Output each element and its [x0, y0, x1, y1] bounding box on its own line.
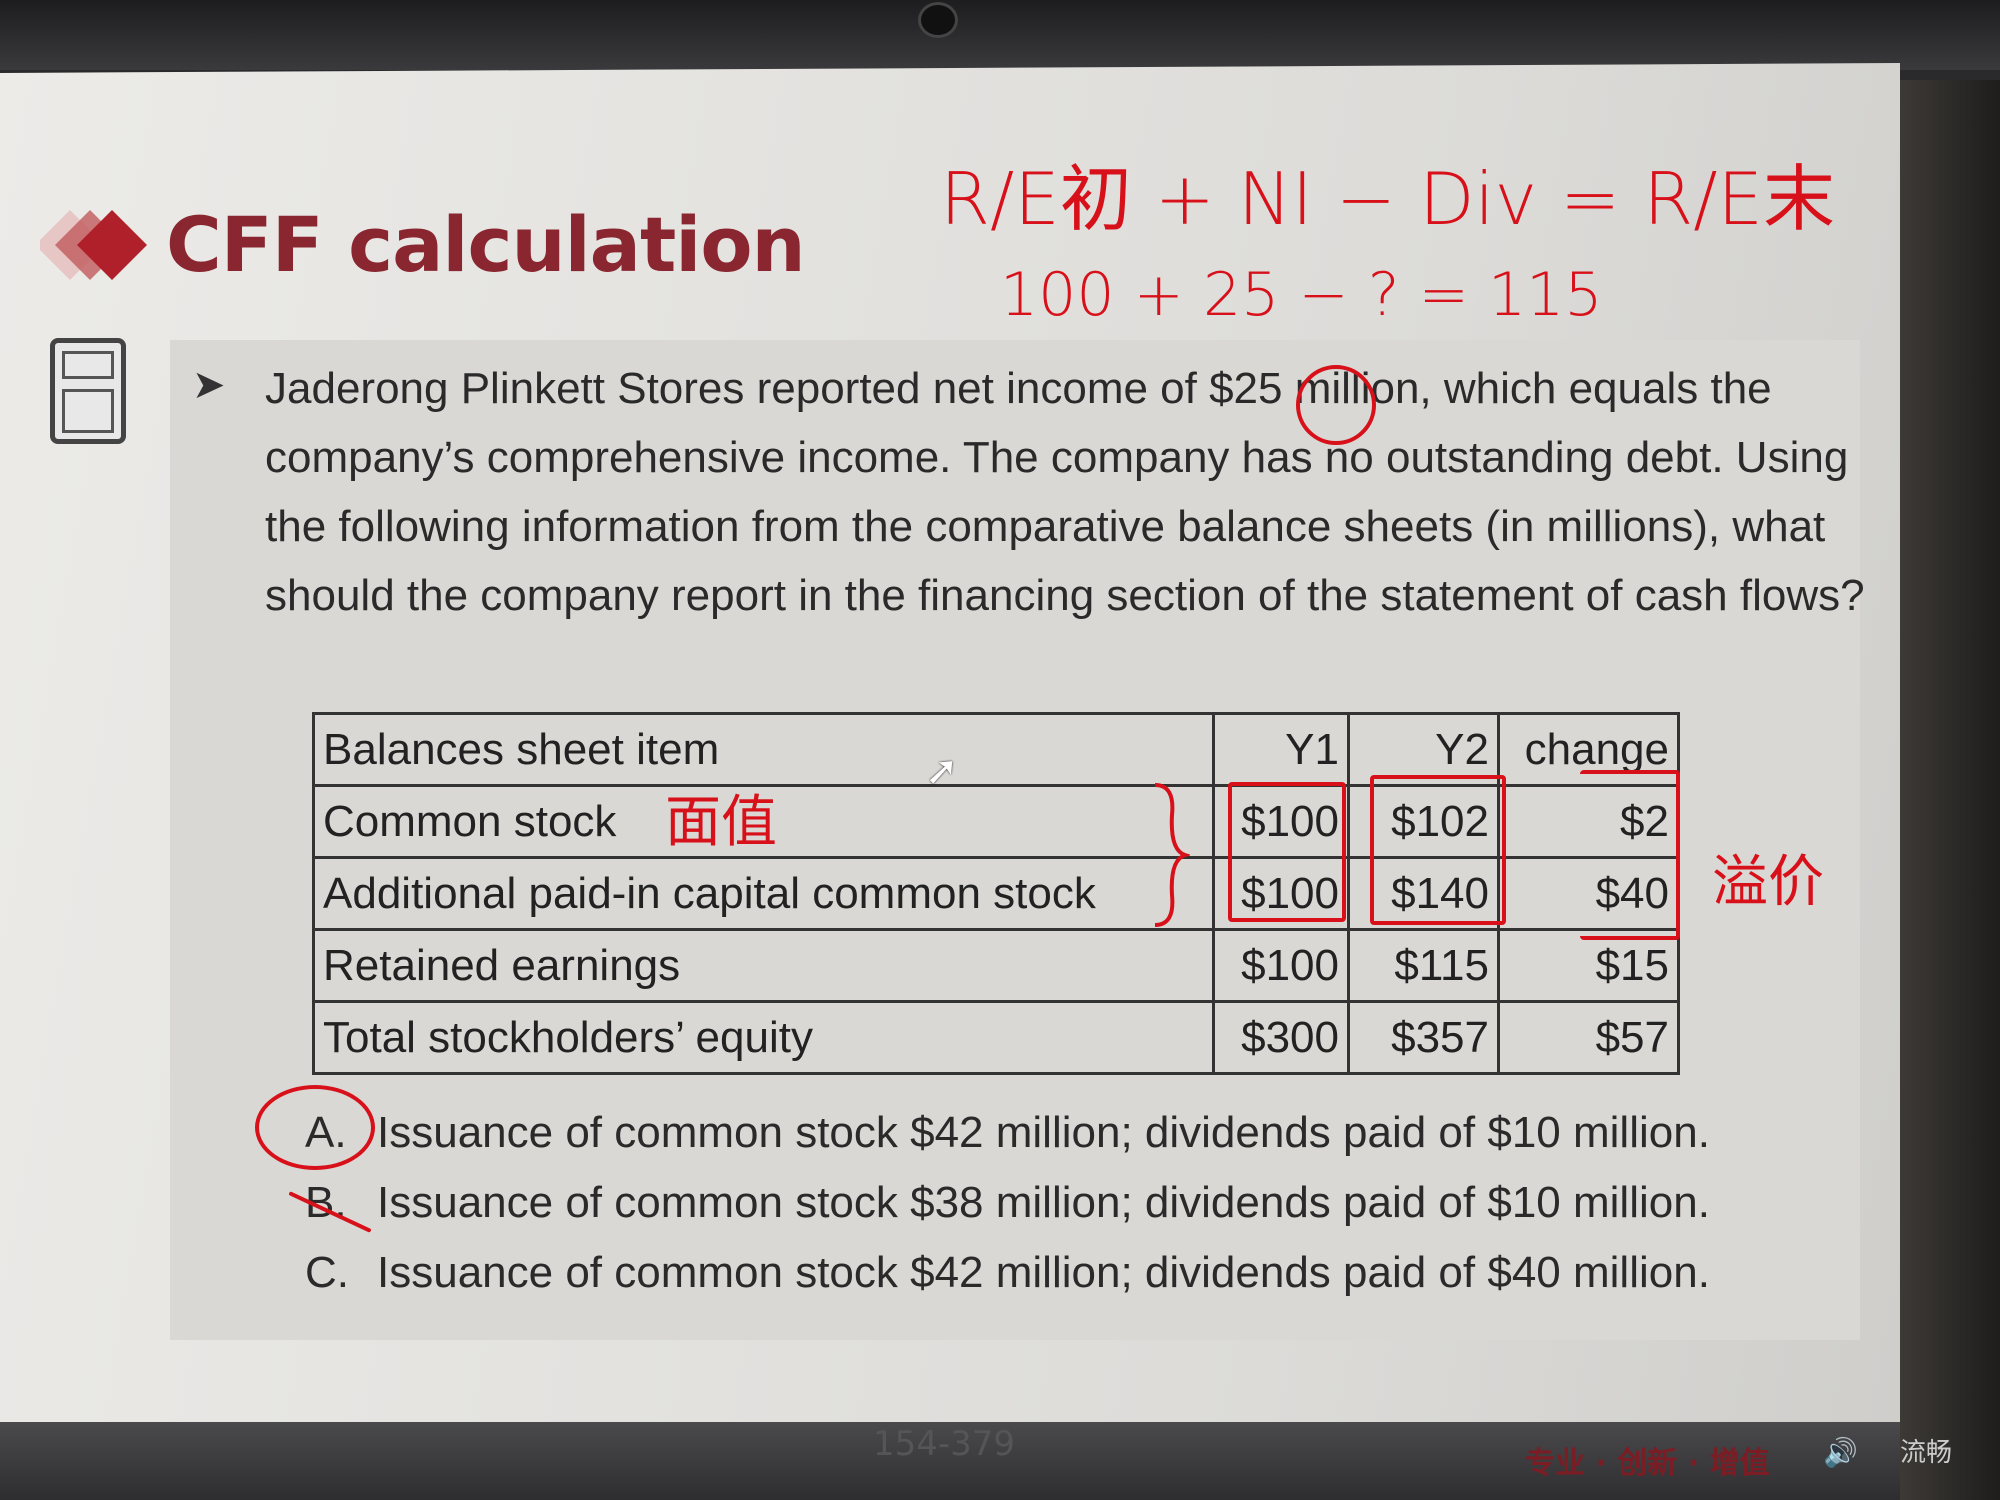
cell: Common stock [312, 784, 1215, 859]
header-y1: Y1 [1212, 712, 1350, 787]
webcam [918, 2, 958, 38]
table-row: Common stock $100 $102 $2 [312, 784, 1680, 859]
brand-slogan: 专业 · 创新 · 增值 [1525, 1446, 1770, 1481]
slide-title: CFF calculation [166, 200, 806, 289]
slide-range: 154-379 [873, 1424, 1016, 1464]
cell: $40 [1497, 856, 1680, 931]
quality-button[interactable]: 流畅 [1900, 1438, 1953, 1468]
option-text: Issuance of common stock $42 million; di… [377, 1248, 1710, 1297]
option-a: A. Issuance of common stock $42 million; … [305, 1108, 1710, 1158]
bullet-arrow-icon: ➤ [192, 362, 226, 408]
table-row: Additional paid-in capital common stock … [312, 856, 1680, 931]
table-header-row: Balances sheet item Y1 Y2 change [312, 712, 1680, 787]
annotation-box-y2 [1370, 775, 1506, 925]
cell: $15 [1497, 928, 1680, 1003]
laptop-bezel [0, 0, 2000, 70]
cell: $115 [1347, 928, 1500, 1003]
header-item: Balances sheet item [312, 712, 1215, 787]
option-text: Issuance of common stock $42 million; di… [377, 1108, 1710, 1157]
cell: $100 [1212, 928, 1350, 1003]
mouse-cursor-icon: ➚ [925, 748, 959, 794]
cell: $300 [1212, 1000, 1350, 1075]
annotation-premium: 溢价 [1712, 850, 1824, 915]
cell: $100 [1212, 784, 1350, 859]
cell: Additional paid-in capital common stock [312, 856, 1215, 931]
question-text: Jaderong Plinkett Stores reported net in… [265, 364, 1865, 620]
cell: $2 [1497, 784, 1680, 859]
cell: $357 [1347, 1000, 1500, 1075]
option-c: C. Issuance of common stock $42 million; … [305, 1248, 1710, 1298]
table-row: Total stockholders’ equity $300 $357 $57 [312, 1000, 1680, 1075]
option-letter: B. [305, 1178, 347, 1227]
calculator-icon [50, 338, 126, 444]
option-text: Issuance of common stock $38 million; di… [377, 1178, 1710, 1227]
option-letter: C. [305, 1248, 349, 1297]
annotation-formula: R/E初 + NI − Div = R/E末 [940, 157, 1836, 241]
annotation-box-y1 [1228, 782, 1346, 922]
header-change: change [1497, 712, 1680, 787]
cell: $57 [1497, 1000, 1680, 1075]
balance-sheet-table: Balances sheet item Y1 Y2 change Common … [312, 712, 1680, 1075]
annotation-calc: 100 + 25 − ? = 115 [1000, 260, 1603, 330]
annotation-par-value: 面值 [665, 790, 777, 855]
screen-edge [1900, 80, 2000, 1500]
annotation-box-change [1580, 770, 1680, 940]
annotation-brace-icon [1154, 783, 1190, 927]
diamond-logo-icon [40, 210, 147, 280]
option-b: B. Issuance of common stock $38 million; … [305, 1178, 1710, 1228]
table-row: Retained earnings $100 $115 $15 [312, 928, 1680, 1003]
cell: Retained earnings [312, 928, 1215, 1003]
annotation-circle-a [255, 1085, 375, 1170]
cell: Total stockholders’ equity [312, 1000, 1215, 1075]
annotation-circle-25 [1296, 365, 1376, 445]
volume-icon[interactable]: 🔊 [1823, 1436, 1858, 1469]
player-bar [0, 1422, 1900, 1500]
header-y2: Y2 [1347, 712, 1500, 787]
